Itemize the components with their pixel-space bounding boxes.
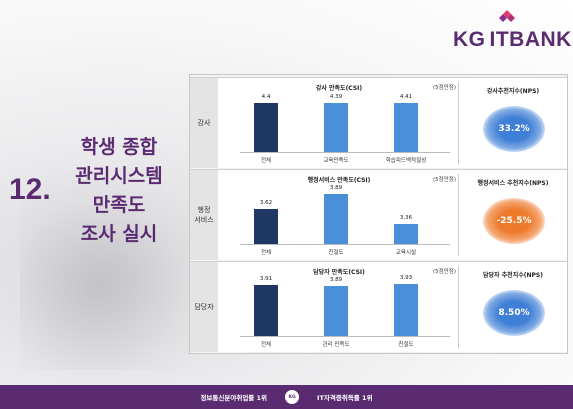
bar <box>324 194 348 244</box>
csi-chart: 행정서비스 만족도(CSI) (5점만점) 3.62 전체 3.89 친절도 3.36 교육시… <box>220 170 458 260</box>
row-label: 행정 서비스 <box>190 170 218 260</box>
nps-title: 강사추천지수(NPS) <box>486 88 540 95</box>
row-divider <box>458 174 459 256</box>
category-label: 교육만족도 <box>323 158 349 164</box>
footer-left-text: 정보통신분야취업률 1위 <box>200 394 268 402</box>
chart-unit: (5점만점) <box>433 177 456 183</box>
row-divider <box>458 82 459 164</box>
bar <box>394 102 418 152</box>
result-row: 담당자 담당자 만족도(CSI) (5점만점) 3.91 전체 3.89 관리 만족도 3.9… <box>190 261 567 352</box>
nps-value: 8.50% <box>498 308 530 318</box>
category-label: 전체 <box>260 158 272 164</box>
category-label: 친절도 <box>328 250 344 256</box>
category-label: 친절도 <box>398 342 414 348</box>
row-label-text: 강사 <box>197 119 211 127</box>
chart-title: 담당자 만족도(CSI) <box>313 269 365 276</box>
nps-panel: 담당자 추천지수(NPS) 8.50% <box>459 262 567 352</box>
bar-value-label: 3.89 <box>329 277 343 284</box>
category-label: 전체 <box>260 250 272 256</box>
nps-value: -25.5% <box>496 216 532 226</box>
bar <box>254 209 278 244</box>
result-row: 행정 서비스 행정서비스 만족도(CSI) (5점만점) 3.62 전체 3.89 친절도 3… <box>190 169 567 260</box>
bar-value-label: 4.4 <box>261 94 271 100</box>
title-line-1: 학생 종합 <box>80 136 158 158</box>
background-person-silhouette <box>20 170 210 370</box>
category-label: 교육시설 <box>395 250 417 256</box>
bar <box>394 283 418 336</box>
logo-kg: KG <box>453 28 486 51</box>
slide-title: 학생 종합 관리시스템 만족도 조사 실시 <box>60 133 178 249</box>
nps-value: 33.2% <box>498 124 530 134</box>
bar <box>394 223 418 244</box>
chart-baseline <box>240 336 450 337</box>
bar-value-label: 3.36 <box>399 214 413 221</box>
title-line-3: 만족도 <box>92 194 146 216</box>
logo-itbank: ITBANK <box>489 28 572 51</box>
nps-value-badge: -25.5% <box>483 198 545 244</box>
bar <box>254 285 278 336</box>
category-label: 관리 만족도 <box>322 342 350 348</box>
nps-panel: 강사추천지수(NPS) 33.2% <box>459 78 567 168</box>
chart-title: 강사 만족도(CSI) <box>315 85 363 92</box>
csi-chart: 강사 만족도(CSI) (5점만점) 4.4 전체 4.39 교육만족도 4.41 학습피드백… <box>220 78 458 168</box>
footer-kg-badge: KG <box>285 390 300 404</box>
category-label: 전체 <box>260 342 272 348</box>
row-label-text: 행정 서비스 <box>194 206 214 224</box>
nps-title: 행정서비스 추천지수(NPS) <box>477 180 549 187</box>
title-line-4: 조사 실시 <box>80 223 158 245</box>
chart-baseline <box>240 244 450 245</box>
bar-value-label: 3.91 <box>259 276 273 283</box>
bar-value-label: 4.41 <box>399 93 413 100</box>
bar-value-label: 3.93 <box>399 274 413 281</box>
slide-number: 12. <box>9 173 51 206</box>
chart-title: 행정서비스 만족도(CSI) <box>307 177 371 184</box>
title-line-2: 관리시스템 <box>75 165 163 187</box>
logo-text: KG ITBANK <box>453 28 571 52</box>
kg-itbank-logo: KG ITBANK <box>453 8 571 51</box>
chart-unit: (5점만점) <box>433 269 456 275</box>
row-label: 담당자 <box>190 262 218 352</box>
survey-results-panel: 강사 강사 만족도(CSI) (5점만점) 4.4 전체 4.39 교육만족도 4.41 학습피… <box>189 74 568 354</box>
nps-title: 담당자 추천지수(NPS) <box>483 272 543 279</box>
bar-value-label: 4.39 <box>329 94 343 101</box>
csi-chart: 담당자 만족도(CSI) (5점만점) 3.91 전체 3.89 관리 만족도 3.93 친절… <box>220 262 458 352</box>
footer-bar: 정보통신분야취업률 1위 KG IT자격증취득률 1위 <box>0 385 573 409</box>
bar <box>254 103 278 152</box>
nps-panel: 행정서비스 추천지수(NPS) -25.5% <box>459 170 567 260</box>
chart-unit: (5점만점) <box>433 85 456 91</box>
nps-value-badge: 8.50% <box>483 290 545 336</box>
chart-baseline <box>240 152 450 153</box>
bar-value-label: 3.62 <box>259 200 273 207</box>
nps-value-badge: 33.2% <box>483 106 545 152</box>
result-row: 강사 강사 만족도(CSI) (5점만점) 4.4 전체 4.39 교육만족도 4.41 학습피… <box>190 77 567 168</box>
row-label-text: 담당자 <box>194 303 214 311</box>
row-label: 강사 <box>190 78 218 168</box>
bar <box>324 103 348 152</box>
logo-ribbon-icon <box>499 10 515 22</box>
category-label: 학습피드백적절성 <box>385 158 427 164</box>
bar <box>324 286 348 336</box>
bar-value-label: 3.89 <box>329 185 343 192</box>
row-divider <box>458 266 459 348</box>
footer-right-text: IT자격증취득률 1위 <box>317 394 373 402</box>
